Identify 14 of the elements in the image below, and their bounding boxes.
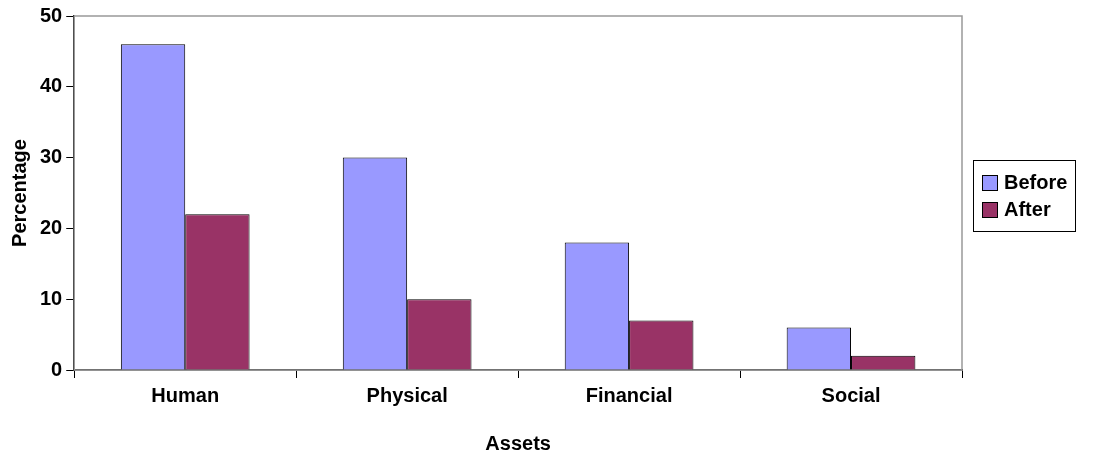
x-tick-label: Social (821, 383, 881, 406)
y-tick-label: 0 (51, 357, 63, 380)
y-tick-label: 50 (40, 3, 63, 26)
legend-label: Before (1004, 171, 1068, 194)
y-tick-label: 40 (40, 74, 63, 97)
x-tick-label: Human (151, 383, 220, 406)
y-axis-title: Percentage (7, 139, 30, 247)
x-tick-label: Physical (366, 383, 448, 406)
y-tick-label: 20 (40, 215, 63, 238)
x-tick-label: Financial (585, 383, 673, 406)
legend-label: After (1004, 198, 1051, 221)
x-axis-title: Assets (485, 431, 551, 454)
y-tick-label: 30 (40, 145, 63, 168)
y-tick-label: 10 (40, 286, 63, 309)
